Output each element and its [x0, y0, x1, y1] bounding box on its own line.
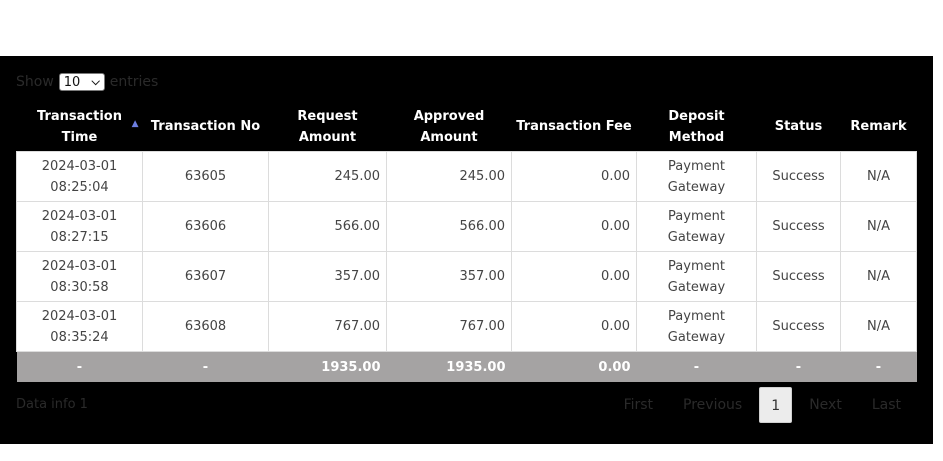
table-info: Data info 1 [16, 397, 88, 412]
cell-transaction-fee: 0.00 [511, 301, 637, 352]
pagination-page-1-button[interactable]: 1 [759, 387, 793, 423]
total-approved-amount: 1935.00 [386, 351, 512, 382]
column-header-label: Transaction No [150, 119, 261, 134]
cell-deposit-method: Payment Gateway [636, 301, 757, 352]
total-deposit-method: - [636, 351, 757, 382]
column-header-label: Request Amount [297, 108, 358, 145]
column-header-approved-amount[interactable]: Approved Amount [387, 102, 512, 152]
column-header-label: Status [774, 119, 823, 134]
entries-select[interactable]: 10 ⌵ [58, 73, 105, 91]
totals-row: - - 1935.00 1935.00 0.00 - - - [16, 351, 917, 382]
cell-transaction-fee: 0.00 [511, 201, 637, 252]
cell-approved-amount: 566.00 [386, 201, 512, 252]
table-row: 2024-03-01 08:35:24 63608 767.00 767.00 … [16, 301, 917, 352]
cell-transaction-time: 2024-03-01 08:35:24 [16, 301, 143, 352]
table-row: 2024-03-01 08:30:58 63607 357.00 357.00 … [16, 251, 917, 302]
cell-transaction-time: 2024-03-01 08:25:04 [16, 151, 143, 202]
column-header-remark[interactable]: Remark [841, 102, 917, 152]
column-header-transaction-no[interactable]: Transaction No [143, 102, 269, 152]
total-transaction-fee: 0.00 [511, 351, 637, 382]
column-header-label: Deposit Method [668, 108, 725, 145]
cell-transaction-no: 63608 [142, 301, 269, 352]
table-row: 2024-03-01 08:27:15 63606 566.00 566.00 … [16, 201, 917, 252]
cell-request-amount: 357.00 [268, 251, 387, 302]
column-header-deposit-method[interactable]: Deposit Method [637, 102, 757, 152]
entries-select-value: 10 [63, 74, 81, 90]
cell-approved-amount: 767.00 [386, 301, 512, 352]
cell-remark: N/A [840, 251, 917, 302]
cell-approved-amount: 357.00 [386, 251, 512, 302]
cell-remark: N/A [840, 301, 917, 352]
cell-status: Success [756, 151, 841, 202]
column-header-label: Transaction Time [37, 108, 122, 145]
chevron-down-icon: ⌵ [91, 75, 100, 88]
transactions-panel: Show 10 ⌵ entries Transaction Time ▲ Tra… [0, 56, 933, 444]
cell-transaction-no: 63606 [142, 201, 269, 252]
cell-status: Success [756, 251, 841, 302]
total-transaction-no: - [142, 351, 269, 382]
cell-remark: N/A [840, 151, 917, 202]
pagination-next-button[interactable]: Next [809, 397, 842, 413]
pagination-previous-button[interactable]: Previous [683, 397, 743, 413]
total-remark: - [840, 351, 917, 382]
cell-transaction-fee: 0.00 [511, 251, 637, 302]
cell-transaction-time: 2024-03-01 08:30:58 [16, 251, 143, 302]
cell-request-amount: 245.00 [268, 151, 387, 202]
cell-status: Success [756, 301, 841, 352]
cell-transaction-time: 2024-03-01 08:27:15 [16, 201, 143, 252]
pagination: First Previous 1 Next Last [609, 387, 916, 423]
column-header-status[interactable]: Status [757, 102, 841, 152]
column-header-label: Approved Amount [413, 108, 485, 145]
sort-ascending-icon[interactable]: ▲ [131, 119, 139, 129]
cell-remark: N/A [840, 201, 917, 252]
pagination-first-button[interactable]: First [623, 397, 654, 413]
transactions-table: Transaction Time ▲ Transaction No Reques… [16, 102, 917, 382]
cell-deposit-method: Payment Gateway [636, 151, 757, 202]
column-header-request-amount[interactable]: Request Amount [269, 102, 387, 152]
column-header-label: Transaction Fee [516, 119, 632, 134]
entries-length-control: Show 10 ⌵ entries [16, 73, 158, 91]
cell-transaction-fee: 0.00 [511, 151, 637, 202]
column-header-transaction-time[interactable]: Transaction Time ▲ [17, 102, 143, 152]
table-row: 2024-03-01 08:25:04 63605 245.00 245.00 … [16, 151, 917, 202]
total-transaction-time: - [16, 351, 143, 382]
cell-request-amount: 767.00 [268, 301, 387, 352]
cell-status: Success [756, 201, 841, 252]
cell-deposit-method: Payment Gateway [636, 251, 757, 302]
cell-approved-amount: 245.00 [386, 151, 512, 202]
cell-request-amount: 566.00 [268, 201, 387, 252]
pagination-last-button[interactable]: Last [871, 397, 901, 413]
table-header-row: Transaction Time ▲ Transaction No Reques… [17, 102, 917, 152]
entries-label: entries [109, 74, 159, 90]
column-header-transaction-fee[interactable]: Transaction Fee [512, 102, 637, 152]
show-label: Show [16, 74, 54, 90]
cell-transaction-no: 63607 [142, 251, 269, 302]
total-request-amount: 1935.00 [268, 351, 387, 382]
column-header-label: Remark [850, 119, 907, 134]
total-status: - [756, 351, 841, 382]
cell-transaction-no: 63605 [142, 151, 269, 202]
cell-deposit-method: Payment Gateway [636, 201, 757, 252]
